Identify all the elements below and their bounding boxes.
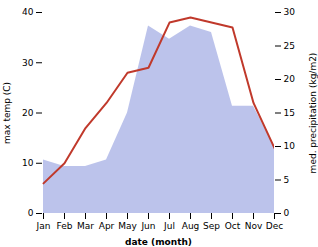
svg-text:Oct: Oct — [225, 221, 241, 231]
svg-text:40: 40 — [22, 7, 34, 17]
svg-text:10: 10 — [284, 141, 296, 151]
svg-text:Apr: Apr — [99, 221, 115, 231]
svg-text:Nov: Nov — [245, 221, 263, 231]
svg-text:max temp (C): max temp (C) — [2, 82, 12, 144]
svg-text:Jan: Jan — [36, 221, 51, 231]
svg-text:date (month): date (month) — [125, 237, 192, 247]
svg-text:25: 25 — [284, 41, 295, 51]
svg-text:15: 15 — [284, 108, 295, 118]
svg-text:Sep: Sep — [203, 221, 220, 231]
svg-text:0: 0 — [28, 208, 34, 218]
svg-text:Jul: Jul — [163, 221, 175, 231]
svg-text:30: 30 — [22, 58, 34, 68]
svg-text:Aug: Aug — [182, 221, 200, 231]
svg-text:med. precipitation (kg/m2): med. precipitation (kg/m2) — [308, 53, 318, 174]
svg-text:20: 20 — [22, 108, 34, 118]
svg-text:Mar: Mar — [77, 221, 94, 231]
svg-text:Dec: Dec — [266, 221, 283, 231]
svg-text:10: 10 — [22, 158, 34, 168]
svg-text:20: 20 — [284, 74, 296, 84]
svg-text:Feb: Feb — [57, 221, 73, 231]
svg-text:30: 30 — [284, 7, 296, 17]
svg-text:Jun: Jun — [140, 221, 155, 231]
svg-text:0: 0 — [284, 208, 290, 218]
svg-text:5: 5 — [284, 175, 290, 185]
svg-text:May: May — [118, 221, 137, 231]
